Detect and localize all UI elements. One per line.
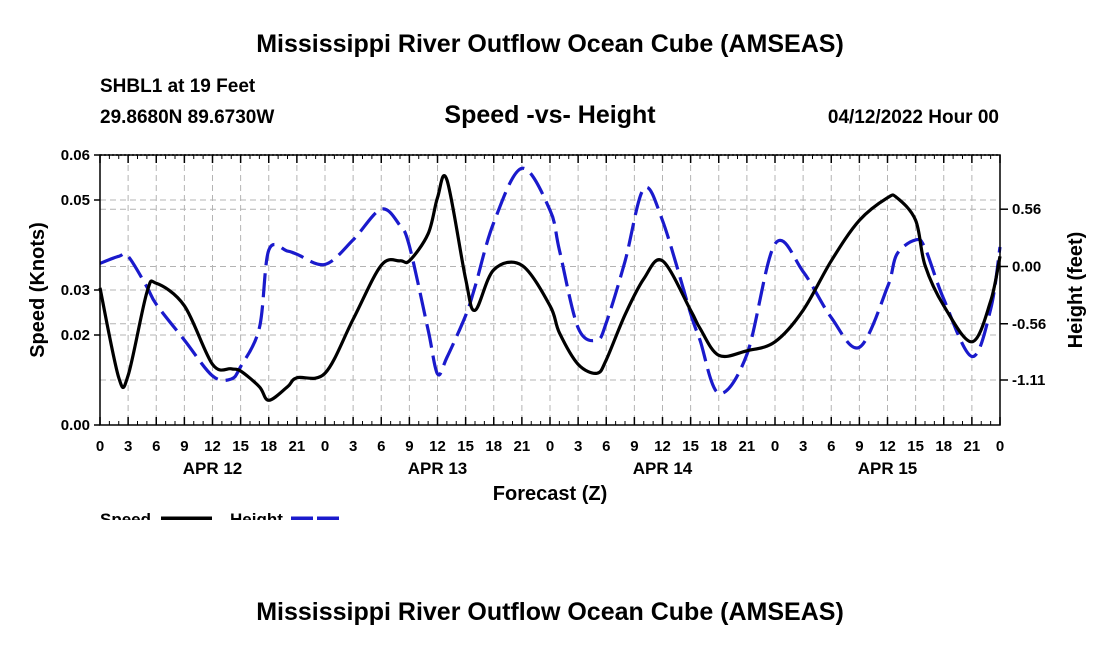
x-tick-label: 6 [602, 438, 610, 455]
y2-tick-label: 0.00 [1012, 258, 1041, 275]
x-axis-title: Forecast (Z) [493, 483, 607, 505]
y-tick-label: 0.06 [61, 147, 90, 164]
day-label: APR 12 [183, 459, 243, 478]
x-tick-label: 3 [349, 438, 357, 455]
x-tick-label: 0 [96, 438, 104, 455]
x-tick-label: 9 [180, 438, 188, 455]
speed-series-line [98, 174, 1002, 402]
x-tick-label: 3 [124, 438, 132, 455]
speed-height-chart: 0 3 6 9 12 15 18 21 0 3 6 9 12 15 18 21 0 3 6 9 12 15 18 21 0 3 6 9… [27, 147, 1087, 520]
y-tick-label: 0.02 [61, 327, 90, 344]
axes [94, 154, 1008, 426]
x-tick-label: 18 [485, 438, 502, 455]
axis-labels: 0 3 6 9 12 15 18 21 0 3 6 9 12 15 18 21 0 3 6 9 12 15 18 21 0 3 6 9… [27, 147, 1087, 520]
x-tick-label: 9 [405, 438, 413, 455]
x-tick-label: 18 [935, 438, 952, 455]
chart-subtitle: Speed -vs- Height [444, 101, 656, 129]
x-tick-label: 12 [879, 438, 896, 455]
x-tick-label: 21 [739, 438, 756, 455]
day-label: APR 14 [633, 459, 693, 478]
x-tick-label: 21 [964, 438, 981, 455]
x-tick-label: 15 [907, 438, 924, 455]
grid-lines [100, 155, 1000, 425]
y2-tick-label: -0.56 [1012, 316, 1046, 333]
day-label: APR 13 [408, 459, 468, 478]
x-tick-label: 18 [710, 438, 727, 455]
x-tick-label: 15 [457, 438, 474, 455]
legend-height-label: Height [230, 510, 283, 520]
y-tick-label: 0.05 [61, 192, 90, 209]
station-label: SHBL1 at 19 Feet [100, 76, 256, 97]
x-tick-label: 9 [630, 438, 638, 455]
y-tick-label: 0.00 [61, 417, 90, 434]
forecast-datetime: 04/12/2022 Hour 00 [827, 107, 999, 128]
x-tick-label: 0 [321, 438, 329, 455]
x-tick-label: 9 [855, 438, 863, 455]
x-tick-label: 12 [654, 438, 671, 455]
x-tick-label: 3 [574, 438, 582, 455]
day-label: APR 15 [858, 459, 918, 478]
x-tick-label: 6 [827, 438, 835, 455]
y2-tick-label: -1.11 [1012, 372, 1045, 389]
x-tick-label: 6 [377, 438, 385, 455]
x-tick-label: 3 [799, 438, 807, 455]
x-tick-label: 6 [152, 438, 160, 455]
footer-title: Mississippi River Outflow Ocean Cube (AM… [256, 598, 844, 626]
y2-tick-label: 0.56 [1012, 201, 1041, 218]
x-tick-label: 21 [514, 438, 531, 455]
x-tick-label: 15 [232, 438, 249, 455]
height-series-line [99, 166, 1002, 395]
chart-title: Mississippi River Outflow Ocean Cube (AM… [256, 30, 844, 58]
x-tick-label: 0 [546, 438, 554, 455]
x-tick-label: 18 [260, 438, 277, 455]
series-lines [98, 166, 1002, 402]
x-tick-label: 0 [996, 438, 1004, 455]
station-coordinates: 29.8680N 89.6730W [100, 107, 275, 128]
y-tick-label: 0.03 [61, 282, 90, 299]
x-tick-label: 21 [289, 438, 306, 455]
y2-axis-title: Height (feet) [1065, 232, 1087, 349]
x-tick-label: 15 [682, 438, 699, 455]
x-tick-label: 12 [204, 438, 221, 455]
x-tick-label: 0 [771, 438, 779, 455]
legend-speed-label: Speed [100, 510, 151, 520]
y-axis-title: Speed (Knots) [27, 222, 49, 358]
x-tick-label: 12 [429, 438, 446, 455]
